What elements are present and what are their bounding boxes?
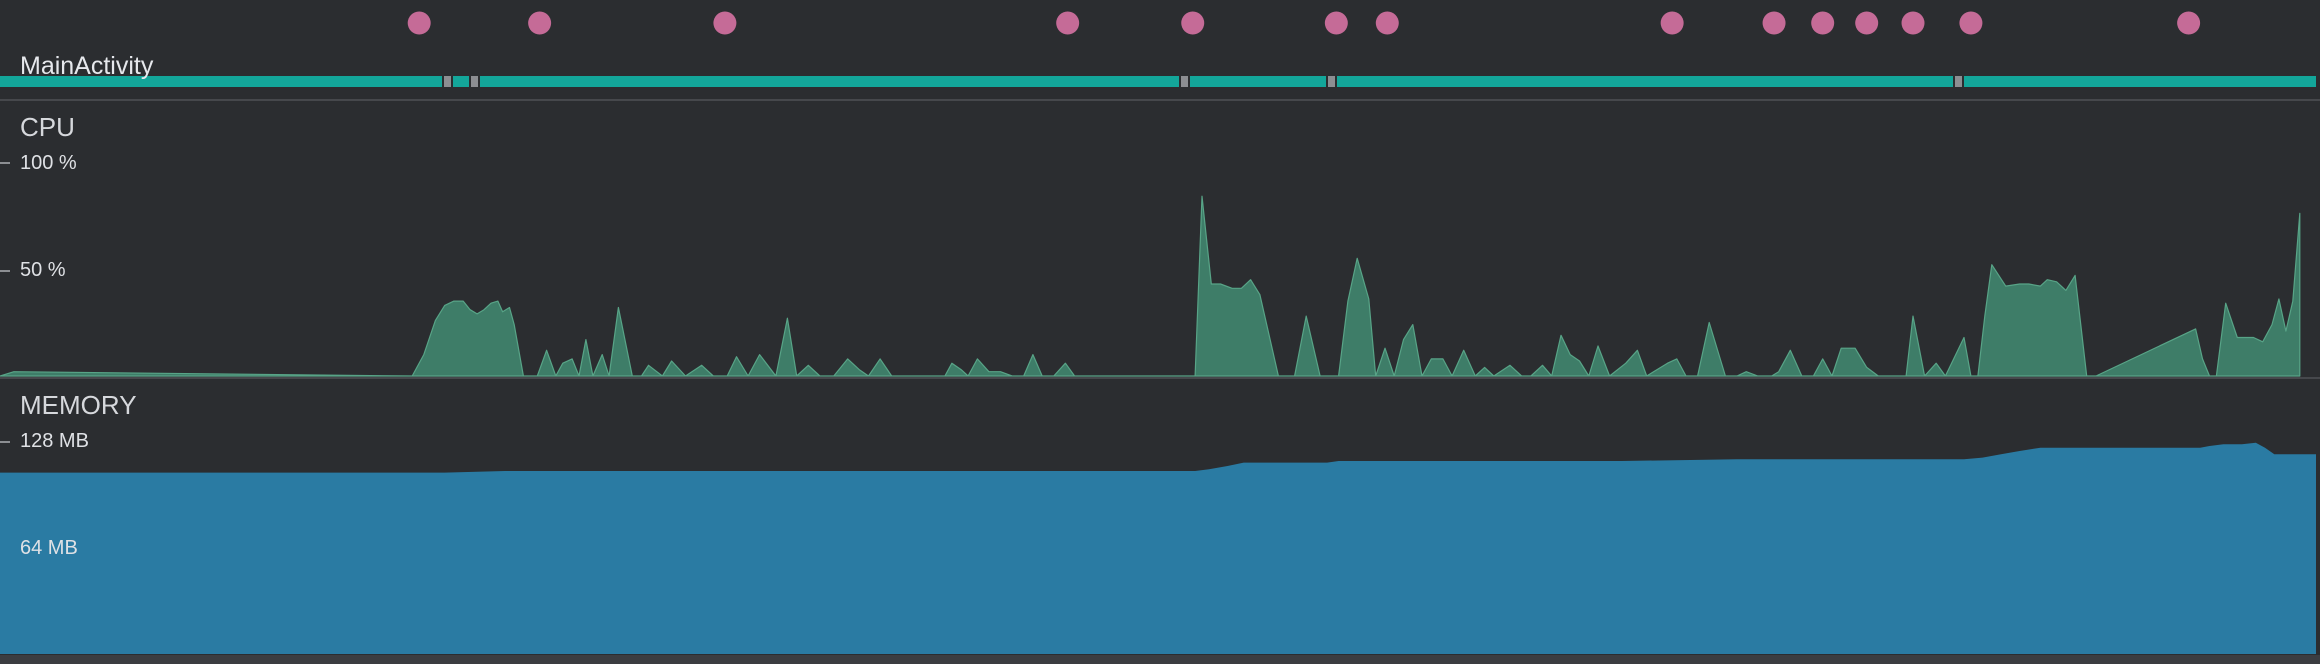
cpu-axis-mid-label: 50 % — [20, 259, 66, 281]
event-marker-dot — [1855, 11, 1879, 35]
cpu-axis-mid-tick — [0, 270, 10, 272]
cpu-section-title: CPU — [20, 112, 75, 142]
event-marker-dot — [1762, 11, 1786, 35]
activity-label: MainActivity — [20, 52, 154, 80]
activity-bar-event-marker — [444, 76, 451, 87]
activity-bar-event-marker — [471, 76, 478, 87]
activity-bar-event-marker — [1955, 76, 1962, 87]
cpu-memory-divider — [0, 377, 2320, 379]
cpu-axis-max-label: 100 % — [20, 152, 77, 174]
cpu-axis-max-tick — [0, 162, 10, 164]
event-marker-dot — [1660, 11, 1684, 35]
bottom-border — [0, 655, 2320, 664]
activity-bar — [0, 76, 2316, 87]
event-marker-dot — [1375, 11, 1399, 35]
activity-bar-event-marker — [1181, 76, 1188, 87]
event-marker-dot — [528, 11, 552, 35]
event-marker-dot — [1056, 11, 1080, 35]
event-marker-dot — [2177, 11, 2201, 35]
event-marker-dot — [1324, 11, 1348, 35]
memory-axis-max-tick — [0, 441, 10, 443]
activity-bar-event-marker — [1328, 76, 1335, 87]
event-marker-dot — [1901, 11, 1925, 35]
event-marker-dot — [407, 11, 431, 35]
event-marker-dot — [1959, 11, 1983, 35]
event-marker-dot — [1811, 11, 1835, 35]
event-marker-dot — [1181, 11, 1205, 35]
memory-axis-mid-label: 64 MB — [20, 537, 78, 559]
activity-cpu-divider — [0, 99, 2320, 101]
event-marker-dot — [713, 11, 737, 35]
memory-axis-max-label: 128 MB — [20, 430, 89, 452]
memory-section-title: MEMORY — [20, 390, 137, 420]
memory-usage-area — [0, 442, 2316, 654]
cpu-usage-area — [0, 195, 2301, 377]
